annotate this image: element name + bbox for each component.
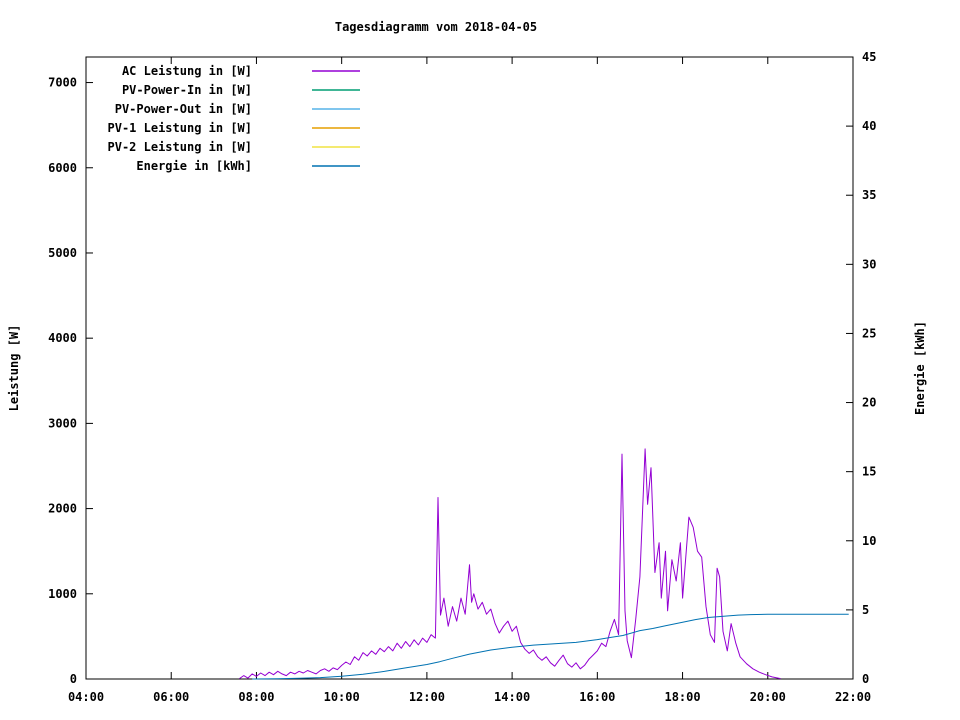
y-right-tick-label: 35 bbox=[862, 188, 876, 202]
legend-label: AC Leistung in [W] bbox=[122, 64, 252, 78]
y-right-tick-label: 15 bbox=[862, 465, 876, 479]
y-right-tick-label: 25 bbox=[862, 326, 876, 340]
plot-border bbox=[85, 56, 854, 680]
x-tick-label: 16:00 bbox=[579, 690, 615, 704]
series-line-6 bbox=[252, 613, 849, 680]
y-right-tick-label: 40 bbox=[862, 119, 876, 133]
y-left-tick-label: 2000 bbox=[48, 502, 77, 516]
x-tick-label: 10:00 bbox=[324, 690, 360, 704]
plot-area: 04:00 06:00 08:00 10:00 12:00 14:00 16:00 18:00… bbox=[48, 50, 876, 704]
y-left-tick-label: 5000 bbox=[48, 246, 77, 260]
y-right-tick-label: 5 bbox=[862, 603, 869, 617]
x-tick-label: 20:00 bbox=[750, 690, 786, 704]
legend-label: PV-1 Leistung in [W] bbox=[108, 121, 253, 135]
y-left-tick-label: 7000 bbox=[48, 76, 77, 90]
y-left-tick-label: 6000 bbox=[48, 161, 77, 175]
legend-label: PV-Power-In in [W] bbox=[122, 83, 252, 97]
y-left-tick-label: 3000 bbox=[48, 416, 77, 430]
y-right-tick-label: 20 bbox=[862, 396, 876, 410]
y-right-tick-label: 45 bbox=[862, 50, 876, 64]
x-tick-label: 12:00 bbox=[409, 690, 445, 704]
x-tick-label: 14:00 bbox=[494, 690, 530, 704]
series-line-1 bbox=[239, 448, 781, 680]
y-right-tick-label: 30 bbox=[862, 257, 876, 271]
x-tick-label: 08:00 bbox=[238, 690, 274, 704]
x-tick-label: 06:00 bbox=[153, 690, 189, 704]
chart-title: Tagesdiagramm vom 2018-04-05 bbox=[335, 20, 537, 34]
y-left-axis-title: Leistung [W] bbox=[7, 325, 21, 412]
y-left-tick-label: 1000 bbox=[48, 587, 77, 601]
y-right-tick-label: 10 bbox=[862, 534, 876, 548]
y-right-axis-title: Energie [kWh] bbox=[913, 321, 927, 415]
legend-label: PV-2 Leistung in [W] bbox=[108, 140, 253, 154]
x-tick-label: 18:00 bbox=[664, 690, 700, 704]
x-tick-label: 22:00 bbox=[835, 690, 871, 704]
y-left-tick-label: 4000 bbox=[48, 331, 77, 345]
y-left-tick-label: 0 bbox=[70, 672, 77, 686]
y-right-tick-label: 0 bbox=[862, 672, 869, 686]
legend-label: PV-Power-Out in [W] bbox=[115, 102, 252, 116]
x-tick-label: 04:00 bbox=[68, 690, 104, 704]
legend-label: Energie in [kWh] bbox=[136, 159, 252, 173]
